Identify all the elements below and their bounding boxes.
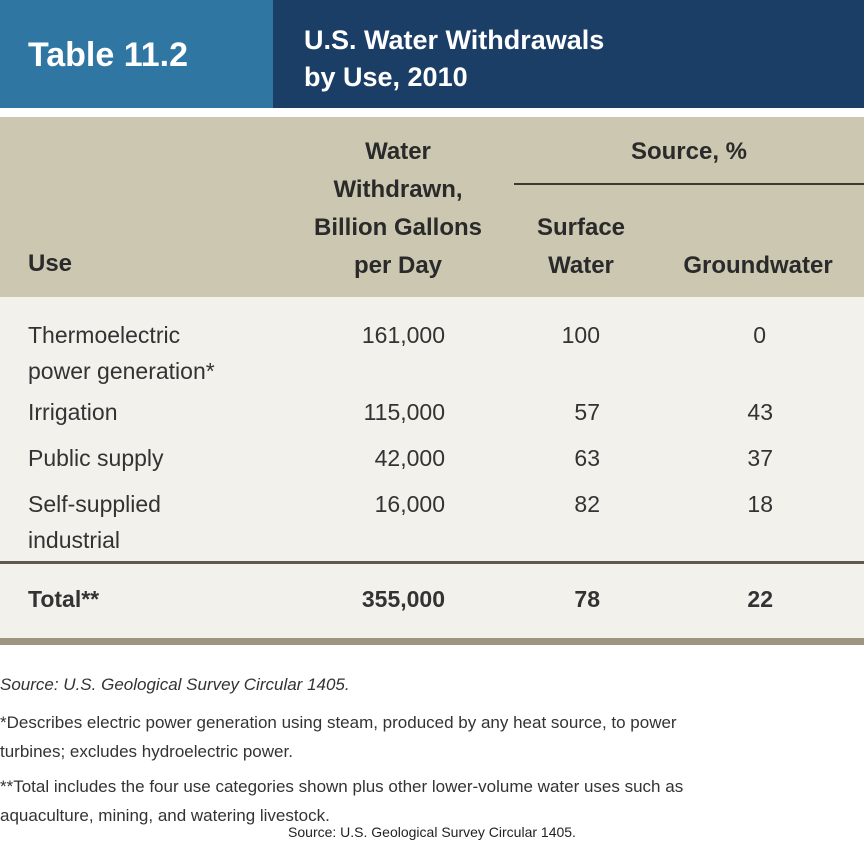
total-band bbox=[0, 564, 864, 638]
row-withdrawn: 161,000 bbox=[361, 322, 445, 348]
footnote-line: turbines; excludes hydroelectric power. bbox=[0, 742, 293, 761]
row-withdrawn: 42,000 bbox=[374, 445, 445, 471]
title-line: U.S. Water Withdrawals bbox=[304, 25, 605, 55]
source-note: Source: U.S. Geological Survey Circular … bbox=[0, 675, 350, 694]
row-surface: 82 bbox=[574, 491, 600, 517]
header-groundwater: Groundwater bbox=[683, 252, 833, 279]
table-title: U.S. Water Withdrawals by Use, 2010 bbox=[304, 22, 604, 96]
header-surface: Surface Water bbox=[516, 209, 646, 285]
row-groundwater: 43 bbox=[747, 399, 773, 425]
credit-line: Source: U.S. Geological Survey Circular … bbox=[288, 824, 576, 840]
table-body bbox=[0, 297, 864, 561]
row-use: Self-supplied industrial bbox=[28, 486, 161, 558]
row-groundwater: 18 bbox=[747, 491, 773, 517]
header-line: Water bbox=[365, 138, 431, 165]
row-use-line: Self-supplied bbox=[28, 491, 161, 517]
header-line: per Day bbox=[353, 252, 443, 279]
row-use-line: Thermoelectric bbox=[28, 322, 181, 348]
footnote-line: *Describes electric power generation usi… bbox=[0, 713, 677, 732]
header-source: Source, % bbox=[630, 138, 748, 165]
row-surface: 57 bbox=[574, 399, 600, 425]
row-surface: 63 bbox=[574, 445, 600, 471]
row-groundwater: 37 bbox=[747, 445, 773, 471]
header-line: Water bbox=[548, 252, 614, 279]
title-box bbox=[273, 0, 864, 108]
row-withdrawn: 115,000 bbox=[363, 399, 445, 425]
header-use: Use bbox=[28, 250, 73, 277]
header-line: Withdrawn, bbox=[333, 176, 463, 203]
title-line: by Use, 2010 bbox=[304, 62, 468, 92]
header-line: Billion Gallons bbox=[313, 214, 482, 241]
total-groundwater: 22 bbox=[747, 586, 773, 612]
header-line: Surface bbox=[536, 214, 626, 241]
row-use: Public supply bbox=[28, 440, 164, 476]
row-surface: 100 bbox=[561, 322, 600, 348]
row-use: Thermoelectric power generation* bbox=[28, 317, 215, 389]
row-groundwater: 0 bbox=[753, 322, 766, 348]
footnote-1: *Describes electric power generation usi… bbox=[0, 708, 864, 766]
total-divider bbox=[0, 561, 864, 564]
total-surface: 78 bbox=[574, 586, 600, 612]
row-withdrawn: 16,000 bbox=[374, 491, 445, 517]
row-use: Irrigation bbox=[28, 394, 117, 430]
footnote-line: **Total includes the four use categories… bbox=[0, 777, 684, 796]
row-use-line: Irrigation bbox=[28, 399, 118, 425]
row-use-line: power generation* bbox=[28, 358, 215, 384]
table-number-box bbox=[0, 0, 273, 108]
footnote-2: **Total includes the four use categories… bbox=[0, 772, 864, 830]
total-label: Total** bbox=[28, 586, 100, 612]
row-use-line: Public supply bbox=[28, 445, 164, 471]
source-rule bbox=[514, 183, 864, 185]
row-use-line: industrial bbox=[28, 527, 121, 553]
column-header-band bbox=[0, 117, 864, 297]
footnote-line: aquaculture, mining, and watering livest… bbox=[0, 806, 330, 825]
header-withdrawn: Water Withdrawn, Billion Gallons per Day bbox=[288, 133, 508, 285]
bottom-bar bbox=[0, 638, 864, 645]
table-number: Table 11.2 bbox=[28, 36, 189, 74]
total-withdrawn: 355,000 bbox=[361, 586, 445, 612]
